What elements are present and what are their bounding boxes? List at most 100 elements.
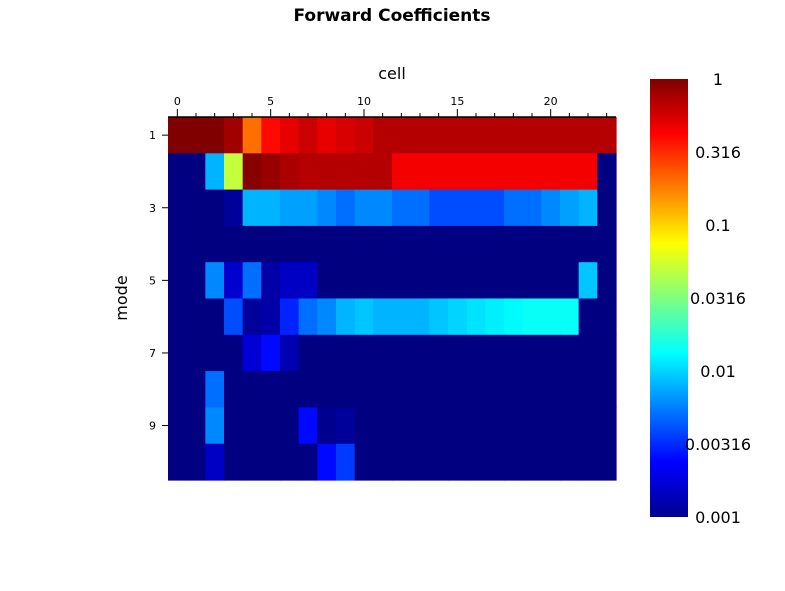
heatmap-cell	[373, 298, 393, 336]
heatmap-cell	[410, 117, 430, 154]
heatmap-cell	[168, 117, 188, 154]
heatmap-cell	[392, 262, 412, 300]
heatmap-cell	[597, 189, 617, 227]
heatmap-cell	[578, 153, 598, 191]
heatmap-cell	[560, 262, 580, 300]
heatmap-cell	[373, 443, 393, 481]
heatmap-cell	[522, 443, 542, 481]
heatmap-cell	[504, 334, 524, 372]
heatmap-cell	[242, 334, 262, 372]
heatmap-cell	[448, 443, 468, 481]
heatmap-cell	[186, 117, 206, 154]
heatmap-cell	[429, 407, 449, 445]
heatmap-cell	[373, 407, 393, 445]
heatmap-cell	[466, 371, 486, 408]
heatmap-cell	[336, 262, 356, 300]
heatmap-cell	[186, 443, 206, 481]
heatmap-cell	[317, 262, 337, 300]
heatmap-cell	[261, 225, 281, 263]
heatmap-cell	[522, 189, 542, 227]
heatmap-cell	[280, 189, 300, 227]
heatmap-cell	[597, 117, 617, 154]
heatmap-cell	[317, 189, 337, 227]
heatmap-cell	[429, 298, 449, 336]
y-tick-label: 7	[149, 347, 156, 360]
heatmap-cell	[205, 153, 225, 191]
heatmap-cell	[578, 225, 598, 263]
heatmap-cell	[186, 407, 206, 445]
heatmap-cell	[224, 225, 244, 263]
heatmap-cell	[168, 371, 188, 408]
heatmap-cell	[429, 371, 449, 408]
colorbar	[650, 79, 688, 517]
heatmap-cell	[522, 225, 542, 263]
heatmap-cell	[560, 443, 580, 481]
heatmap-cell	[429, 117, 449, 154]
chart-title: Forward Coefficients	[293, 6, 490, 26]
y-tick-label: 5	[149, 274, 156, 287]
heatmap-cell	[504, 262, 524, 300]
heatmap-cell	[504, 225, 524, 263]
heatmap-cell	[429, 189, 449, 227]
heatmap-cell	[466, 443, 486, 481]
heatmap-cell	[485, 443, 505, 481]
heatmap-cell	[298, 443, 318, 481]
colorbar-tick-label: 1	[713, 70, 723, 89]
heatmap-cell	[429, 443, 449, 481]
x-tick-label: 15	[450, 95, 464, 108]
heatmap-cell	[597, 262, 617, 300]
heatmap-cell	[317, 371, 337, 408]
heatmap-cell	[578, 443, 598, 481]
heatmap-cell	[466, 117, 486, 154]
heatmap-cell	[485, 262, 505, 300]
heatmap-cell	[186, 225, 206, 263]
heatmap-cell	[261, 117, 281, 154]
heatmap-cell	[485, 407, 505, 445]
heatmap-cell	[242, 189, 262, 227]
heatmap-cell	[578, 407, 598, 445]
heatmap-cell	[261, 298, 281, 336]
heatmap-cell	[597, 153, 617, 191]
heatmap-cell	[504, 117, 524, 154]
heatmap-cell	[485, 153, 505, 191]
heatmap-cell	[560, 371, 580, 408]
heatmap-cell	[224, 407, 244, 445]
heatmap-cell	[392, 225, 412, 263]
heatmap-cell	[485, 371, 505, 408]
heatmap-cell	[578, 117, 598, 154]
heatmap-cell	[224, 117, 244, 154]
heatmap-cell	[205, 225, 225, 263]
heatmap-cell	[336, 407, 356, 445]
colorbar-ticks: 1 0.316 0.1 0.0316 0.01 0.00316 0.001	[685, 70, 751, 527]
x-axis-ticks: 0 5 10 15 20	[168, 95, 616, 118]
heatmap-cell	[485, 225, 505, 263]
heatmap-cell	[541, 371, 561, 408]
heatmap-cell	[578, 189, 598, 227]
heatmap-cell	[504, 407, 524, 445]
heatmap-cell	[336, 225, 356, 263]
heatmap-cell	[578, 334, 598, 372]
heatmap-cell	[205, 334, 225, 372]
heatmap-cell	[466, 407, 486, 445]
heatmap-cell	[224, 262, 244, 300]
heatmap-cell	[429, 262, 449, 300]
heatmap-cell	[336, 334, 356, 372]
heatmap-cell	[261, 153, 281, 191]
colorbar-tick-label: 0.00316	[685, 435, 751, 454]
heatmap-cell	[560, 189, 580, 227]
heatmap-cell	[317, 117, 337, 154]
heatmap-cell	[448, 225, 468, 263]
heatmap-cell	[280, 153, 300, 191]
heatmap-cell	[261, 407, 281, 445]
heatmap-cell	[280, 117, 300, 154]
heatmap-cell	[336, 153, 356, 191]
colorbar-tick-label: 0.0316	[690, 289, 746, 308]
heatmap-cell	[168, 407, 188, 445]
y-tick-label: 9	[149, 420, 156, 433]
heatmap-cell	[541, 443, 561, 481]
heatmap-cell	[280, 262, 300, 300]
heatmap-cell	[373, 117, 393, 154]
heatmap-cell	[354, 117, 374, 154]
heatmap-cell	[224, 371, 244, 408]
